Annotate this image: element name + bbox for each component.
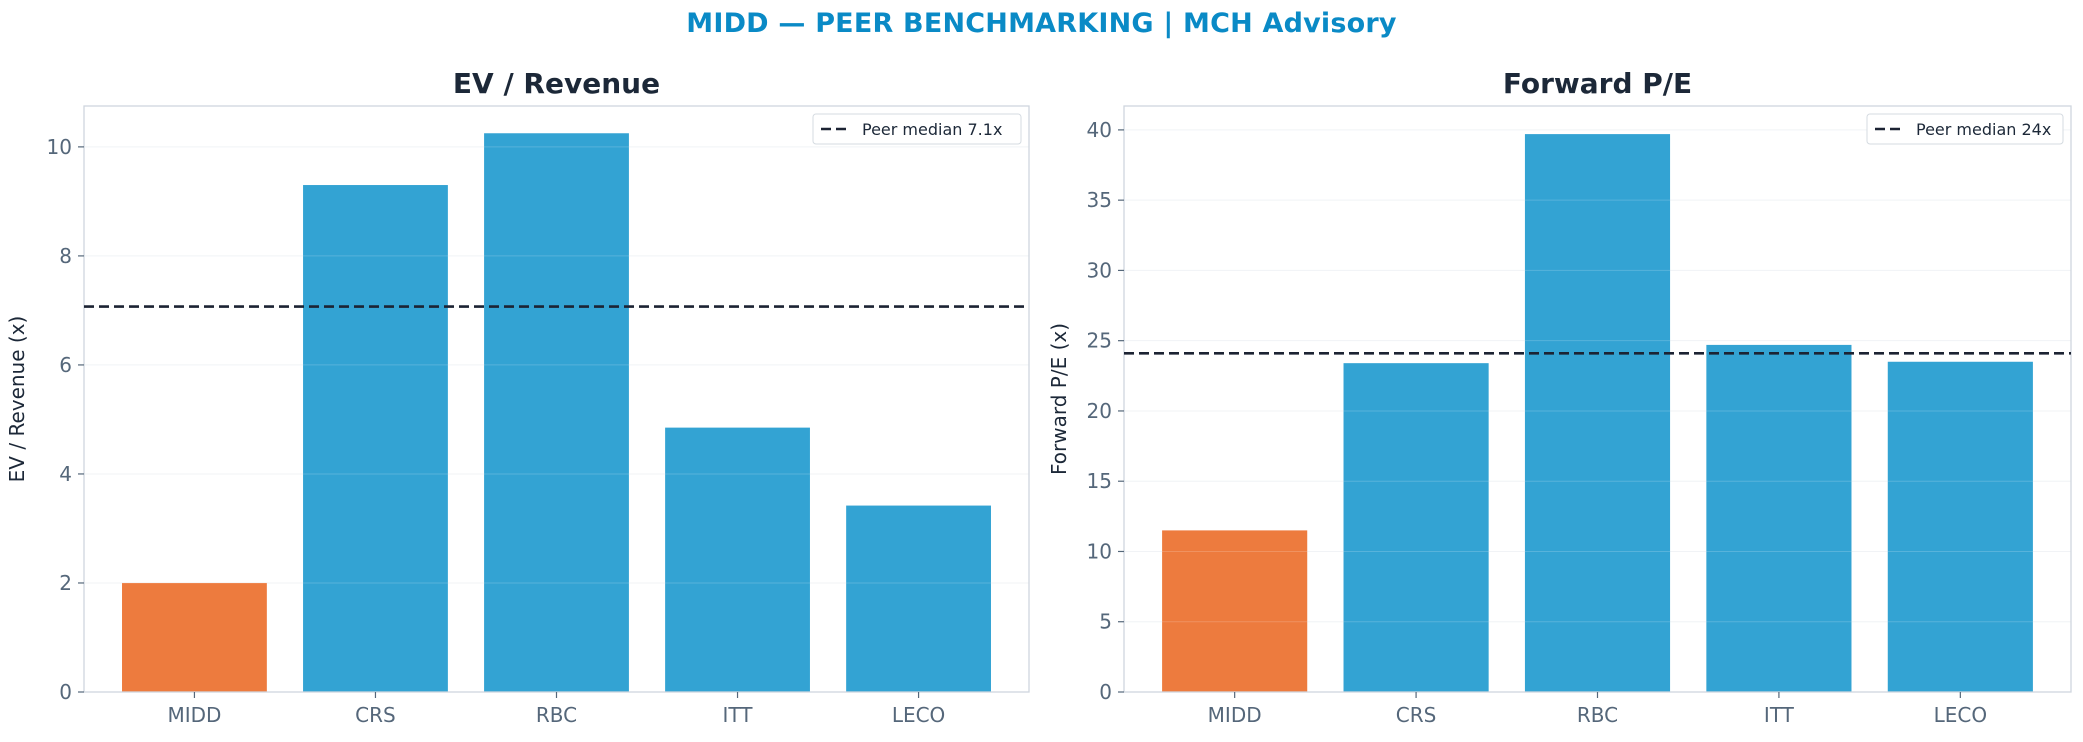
ytick-label-0-4: 4 [59,462,72,486]
ytick-label-1-35: 35 [1087,188,1112,212]
xtick-label-1-leco: LECO [1934,703,1988,727]
xtick-label-0-rbc: RBC [536,703,577,727]
chart-title-0: EV / Revenue [453,67,660,100]
y-axis-label-0: EV / Revenue (x) [5,316,29,483]
xtick-label-1-itt: ITT [1764,703,1795,727]
ytick-label-1-0: 0 [1099,680,1112,704]
xtick-label-0-itt: ITT [723,703,754,727]
bar-1-midd [1162,530,1308,692]
figure-title: MIDD — PEER BENCHMARKING | MCH Advisory [686,8,1397,39]
xtick-label-1-midd: MIDD [1208,703,1262,727]
ytick-label-1-40: 40 [1087,118,1112,142]
xtick-label-0-leco: LECO [892,703,946,727]
ytick-label-0-8: 8 [59,244,72,268]
ytick-label-0-2: 2 [59,571,72,595]
bar-0-rbc [484,133,629,693]
bar-1-itt [1706,344,1852,692]
xtick-label-0-midd: MIDD [167,703,221,727]
bar-1-rbc [1524,134,1671,692]
ytick-label-0-0: 0 [59,680,72,704]
bar-0-midd [122,582,267,692]
y-axis-label-1: Forward P/E (x) [1047,323,1071,475]
ytick-label-0-6: 6 [59,353,72,377]
ytick-label-1-20: 20 [1087,399,1112,423]
legend-box-1 [1866,113,2064,145]
legend-label-0: Peer median 7.1x [862,120,1002,139]
ytick-label-1-5: 5 [1099,610,1112,634]
bar-1-leco [1887,361,2033,692]
bar-0-itt [665,427,810,692]
chart-title-1: Forward P/E [1503,67,1692,100]
bar-1-crs [1343,363,1489,692]
ytick-label-1-15: 15 [1087,469,1112,493]
xtick-label-0-crs: CRS [355,703,396,727]
ytick-label-1-10: 10 [1087,539,1112,563]
bar-0-leco [846,505,991,692]
bar-0-crs [303,185,448,692]
xtick-label-1-crs: CRS [1396,703,1437,727]
xtick-label-1-rbc: RBC [1577,703,1618,727]
legend-box-0 [812,113,1022,145]
ytick-label-1-30: 30 [1087,258,1112,282]
legend-label-1: Peer median 24x [1916,120,2051,139]
ytick-label-1-25: 25 [1087,329,1112,353]
ytick-label-0-10: 10 [47,135,72,159]
